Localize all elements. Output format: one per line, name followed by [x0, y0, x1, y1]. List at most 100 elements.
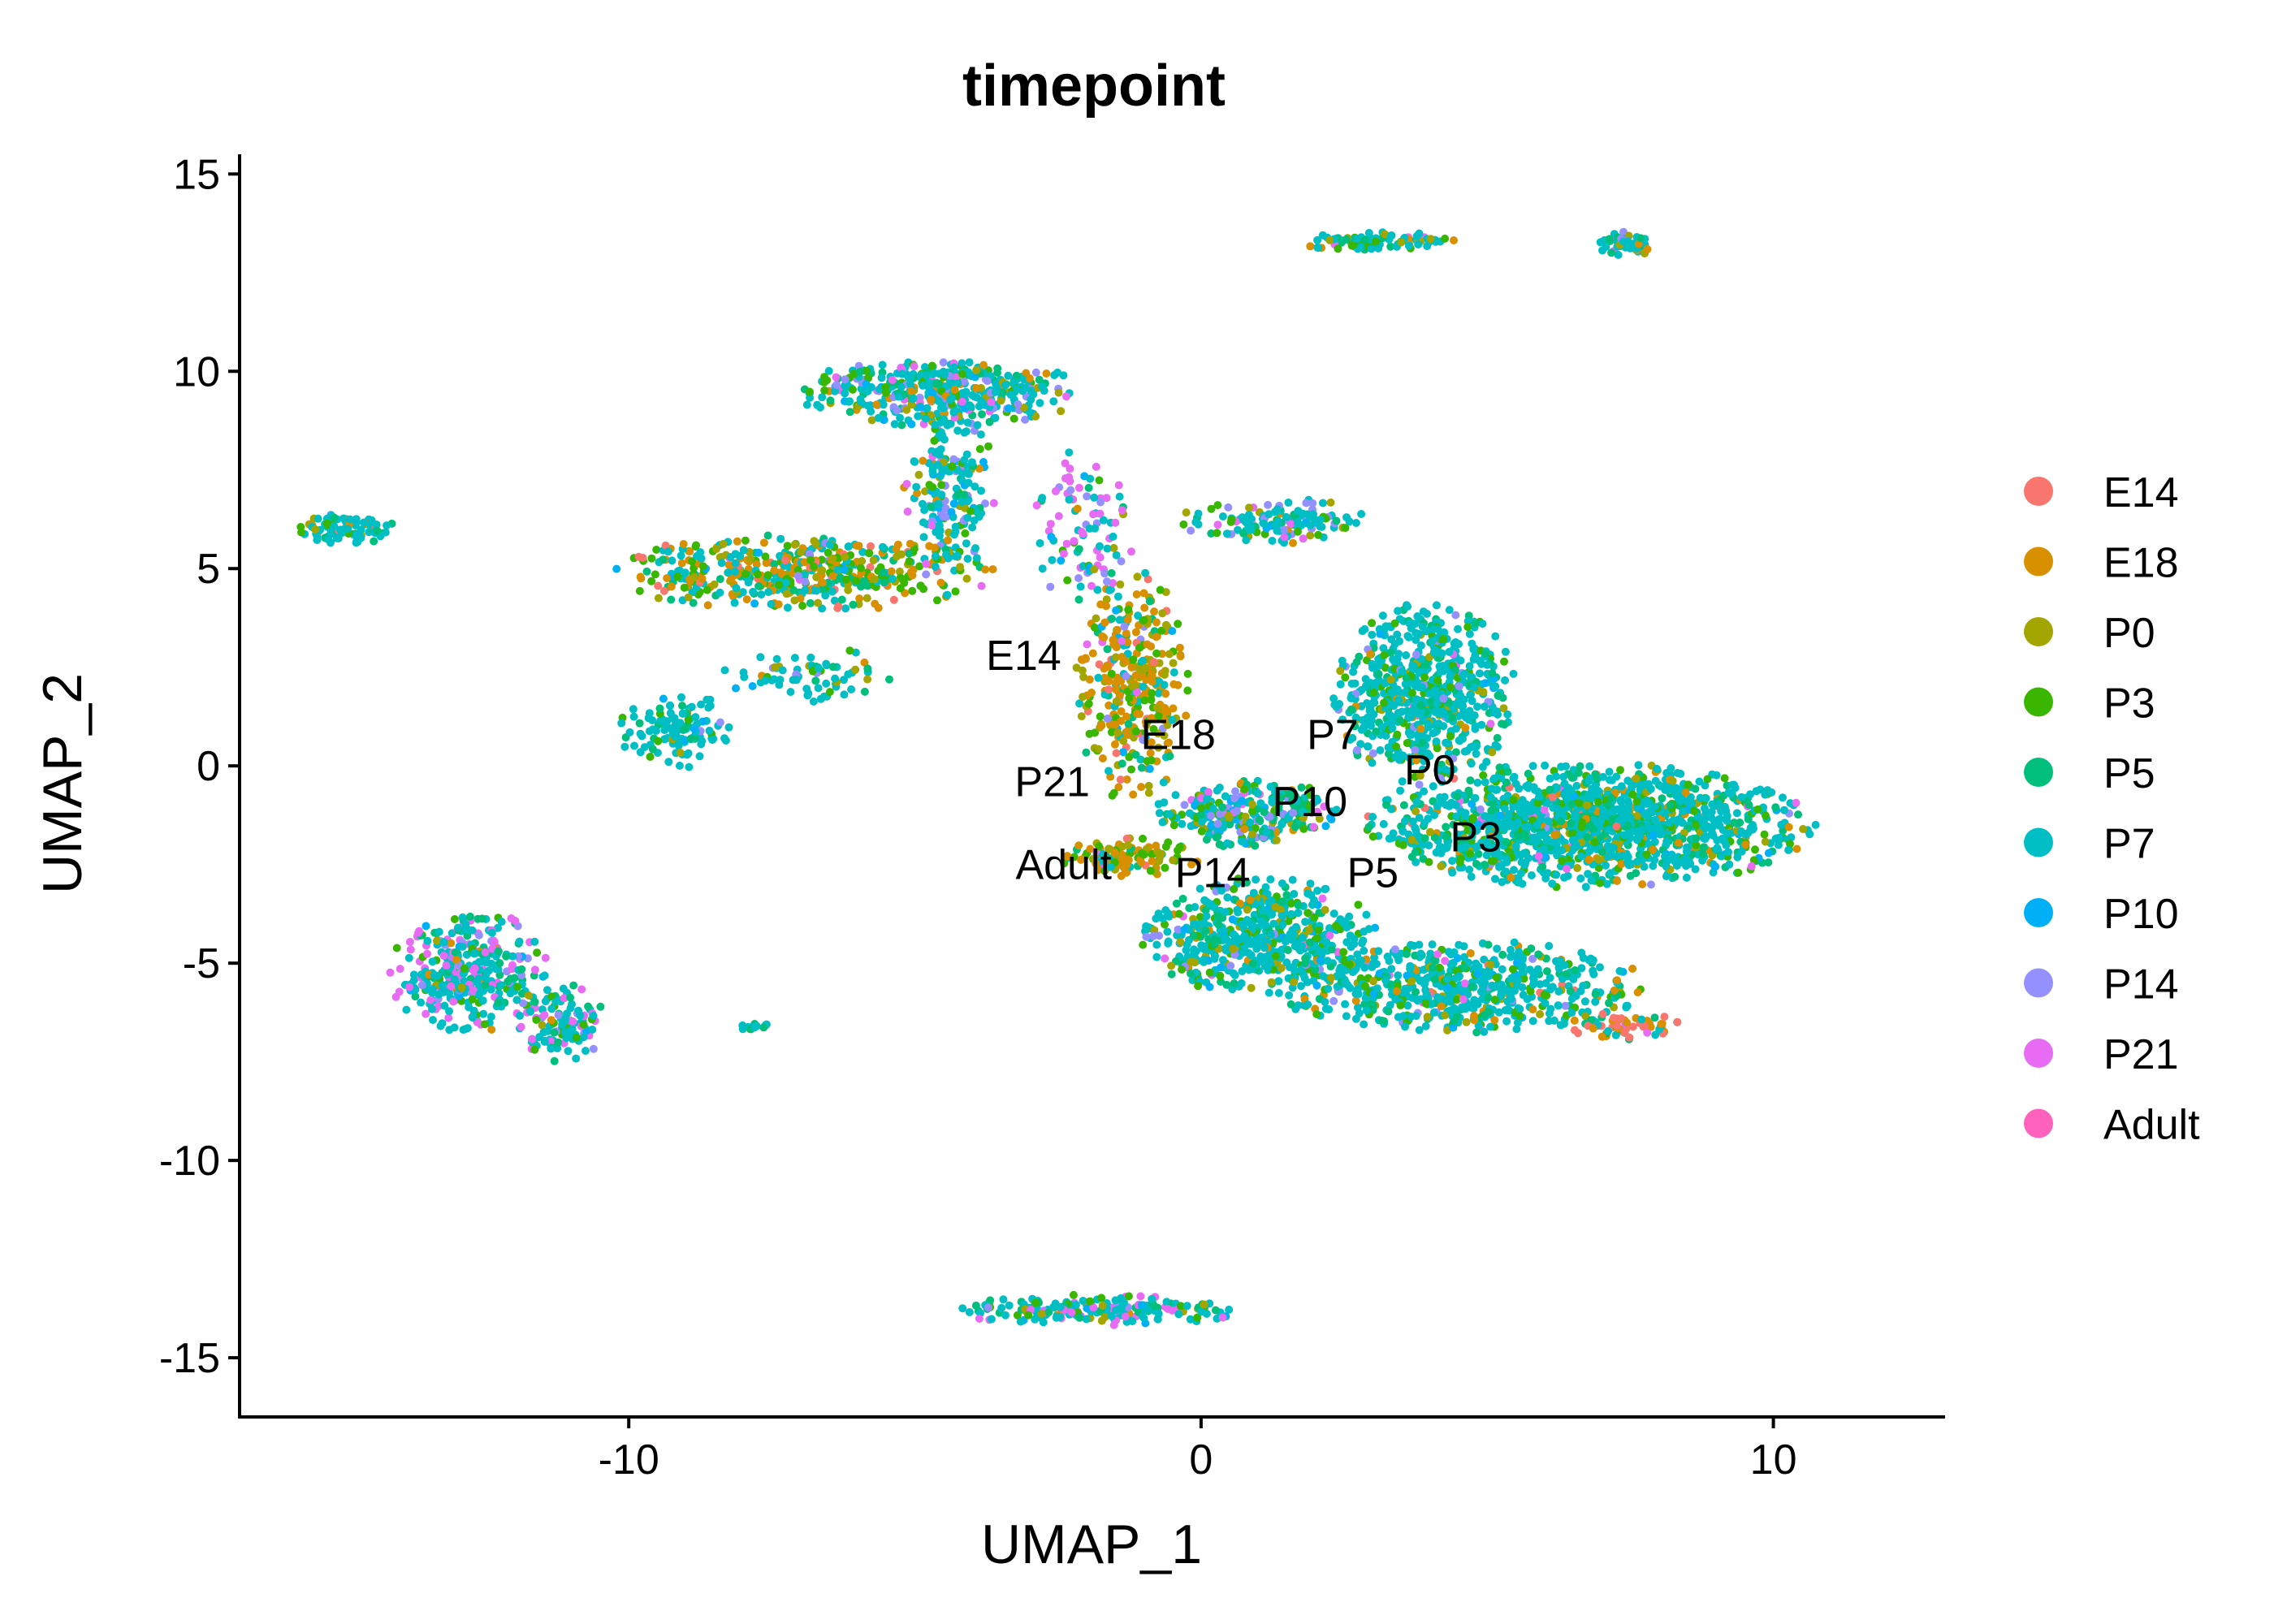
data-point: [1161, 954, 1169, 963]
data-point: [1186, 1315, 1195, 1324]
data-point: [949, 363, 958, 372]
data-point: [1324, 984, 1333, 993]
data-point: [1178, 894, 1187, 903]
data-point: [1211, 1306, 1220, 1315]
data-point: [1585, 762, 1594, 771]
data-point: [547, 1037, 556, 1046]
data-point: [1321, 997, 1329, 1006]
data-point: [1597, 1032, 1606, 1041]
data-point: [1116, 580, 1125, 589]
data-point: [1432, 601, 1441, 610]
data-point: [1191, 801, 1200, 810]
data-point: [1351, 722, 1360, 731]
data-point: [1123, 615, 1132, 624]
data-point: [1568, 830, 1577, 839]
data-point: [809, 698, 818, 706]
data-point: [1070, 537, 1079, 546]
data-point: [1122, 712, 1131, 721]
data-point: [1660, 1013, 1669, 1021]
data-point: [589, 1012, 598, 1020]
data-point: [1098, 754, 1107, 762]
data-point: [1218, 512, 1227, 520]
data-point: [958, 359, 966, 368]
data-point: [1342, 1012, 1351, 1021]
data-point: [1366, 650, 1375, 659]
data-point: [1005, 1301, 1014, 1310]
data-point: [1477, 720, 1486, 729]
data-point: [697, 740, 706, 749]
data-point: [1518, 879, 1527, 888]
data-point: [1446, 997, 1455, 1006]
data-point: [1607, 248, 1616, 257]
data-point: [1108, 615, 1116, 623]
data-point: [964, 478, 973, 487]
data-point: [824, 366, 833, 375]
data-point: [999, 1295, 1008, 1304]
data-point: [1237, 837, 1246, 846]
data-point: [405, 938, 414, 946]
data-point: [1069, 1290, 1078, 1299]
data-point: [357, 525, 365, 534]
data-point: [1460, 952, 1468, 961]
data-point: [1406, 961, 1415, 970]
data-point: [837, 595, 846, 604]
data-point: [1701, 824, 1710, 833]
data-point: [330, 521, 339, 530]
data-point: [1084, 483, 1093, 492]
data-point: [1063, 576, 1072, 585]
data-point: [1524, 769, 1533, 778]
data-point: [1213, 881, 1221, 890]
data-point: [1316, 515, 1325, 524]
data-point: [1518, 968, 1527, 977]
data-point: [935, 521, 944, 530]
data-point: [1217, 886, 1226, 895]
data-point: [383, 521, 391, 530]
data-point: [824, 548, 832, 557]
data-point: [1215, 784, 1224, 792]
data-point: [1353, 950, 1362, 959]
data-point: [1125, 753, 1134, 762]
data-point: [987, 1315, 996, 1324]
data-point: [1446, 683, 1455, 692]
data-point: [1378, 611, 1387, 620]
data-point: [1306, 242, 1315, 251]
data-point: [1732, 809, 1741, 818]
data-point: [1093, 585, 1102, 594]
data-point: [1092, 614, 1100, 623]
data-point: [1385, 957, 1394, 965]
data-point: [736, 551, 745, 560]
data-point: [906, 379, 914, 388]
data-point: [965, 358, 974, 367]
data-point: [1401, 1022, 1409, 1031]
data-point: [1651, 776, 1660, 785]
data-point: [756, 653, 765, 662]
data-point: [1161, 620, 1170, 629]
data-point: [844, 542, 853, 551]
data-point: [1402, 651, 1411, 659]
data-point: [1407, 977, 1416, 986]
data-point: [1201, 926, 1210, 935]
data-point: [1676, 797, 1685, 806]
data-point: [1501, 676, 1509, 685]
data-point: [1268, 537, 1277, 545]
data-point: [1105, 767, 1113, 775]
data-point: [1395, 637, 1403, 646]
data-point: [1238, 797, 1247, 806]
data-point: [1227, 515, 1236, 524]
data-point: [757, 590, 766, 599]
data-point: [1676, 770, 1685, 778]
data-point: [1515, 1004, 1524, 1013]
data-point: [1182, 508, 1191, 517]
data-point: [1481, 778, 1489, 787]
data-point: [1375, 970, 1384, 978]
data-point: [635, 719, 644, 728]
data-point: [783, 542, 792, 551]
data-point: [1638, 880, 1647, 888]
data-point: [1336, 963, 1345, 972]
data-point: [851, 665, 860, 674]
data-point: [1489, 799, 1498, 808]
data-point: [474, 931, 483, 939]
data-point: [1717, 852, 1726, 861]
data-point: [1617, 860, 1626, 868]
data-point: [1031, 1315, 1040, 1324]
